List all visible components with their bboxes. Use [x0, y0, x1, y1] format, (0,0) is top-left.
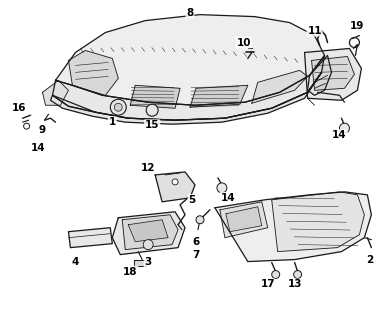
Polygon shape: [43, 80, 68, 105]
Circle shape: [217, 183, 227, 193]
Text: 17: 17: [260, 279, 275, 290]
Text: 14: 14: [31, 143, 46, 153]
Polygon shape: [272, 192, 364, 252]
Text: 12: 12: [141, 163, 156, 173]
Text: 6: 6: [192, 237, 199, 247]
Polygon shape: [190, 85, 248, 107]
Polygon shape: [215, 192, 371, 261]
Circle shape: [114, 103, 122, 111]
Polygon shape: [312, 56, 354, 90]
Text: 16: 16: [11, 103, 26, 113]
Polygon shape: [130, 85, 180, 108]
Text: 5: 5: [189, 195, 196, 205]
Text: 3: 3: [145, 257, 152, 267]
Text: 14: 14: [332, 130, 347, 140]
Polygon shape: [68, 51, 118, 95]
Polygon shape: [308, 55, 331, 95]
Text: 19: 19: [350, 20, 365, 31]
Text: 14: 14: [220, 193, 235, 203]
Polygon shape: [122, 215, 178, 250]
Polygon shape: [55, 15, 324, 105]
Circle shape: [172, 179, 178, 185]
Text: 18: 18: [123, 267, 137, 276]
Text: 2: 2: [366, 255, 373, 265]
Polygon shape: [305, 49, 361, 100]
Circle shape: [294, 270, 301, 278]
Polygon shape: [50, 72, 322, 124]
Circle shape: [196, 216, 204, 224]
Text: 15: 15: [145, 120, 159, 130]
Circle shape: [272, 270, 280, 278]
Polygon shape: [52, 55, 324, 120]
Polygon shape: [220, 202, 268, 238]
Circle shape: [340, 123, 350, 133]
Circle shape: [146, 104, 158, 116]
Text: 13: 13: [288, 279, 302, 290]
Text: 11: 11: [307, 26, 322, 36]
Polygon shape: [128, 220, 168, 242]
Text: 7: 7: [192, 250, 200, 260]
Text: 8: 8: [186, 8, 194, 18]
Circle shape: [143, 240, 153, 250]
Polygon shape: [252, 70, 308, 103]
Polygon shape: [134, 260, 146, 266]
Polygon shape: [112, 212, 185, 255]
Text: 1: 1: [109, 117, 116, 127]
Polygon shape: [68, 228, 112, 248]
Text: 4: 4: [72, 257, 79, 267]
Text: 10: 10: [237, 37, 251, 47]
Polygon shape: [226, 207, 262, 232]
Text: 9: 9: [39, 125, 46, 135]
Circle shape: [110, 99, 126, 115]
Polygon shape: [155, 172, 195, 202]
